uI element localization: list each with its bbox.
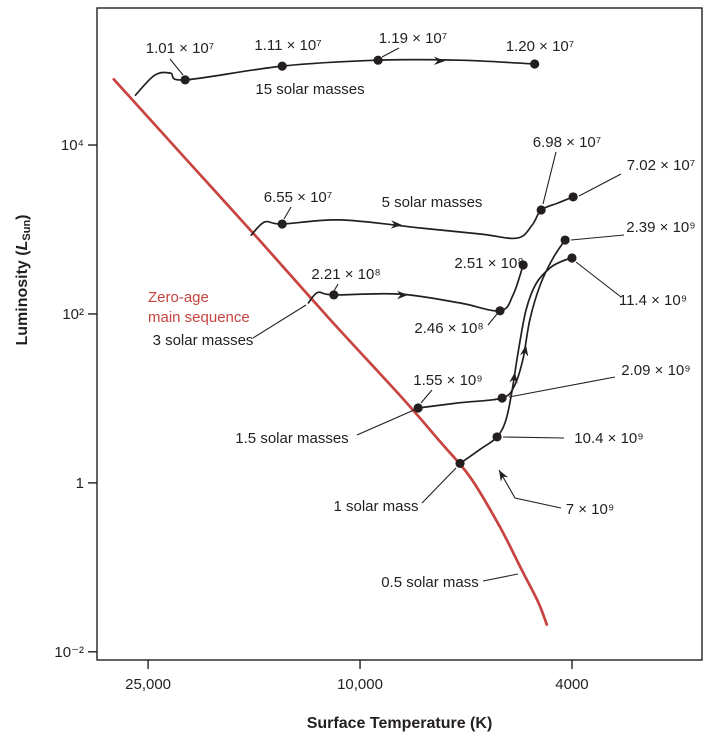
y-tick-label: 10⁴ (61, 137, 84, 154)
age-label-1-solar-mass: 10.4 × 10⁹ (574, 430, 643, 447)
age-dot-5-solar-masses (277, 219, 287, 229)
track-path-5-solar-masses (250, 196, 574, 240)
track-arrow-icon-15-solar-masses (433, 56, 445, 66)
age-label-1-solar-mass: 7 × 10⁹ (566, 501, 615, 518)
age-label-15-solar-masses: 1.19 × 10⁷ (379, 30, 447, 47)
age-label-3-solar-masses: 2.46 × 10⁸ (414, 320, 483, 337)
age-label-5-solar-masses: 6.55 × 10⁷ (264, 189, 332, 206)
age-dot-1-solar-mass (492, 432, 502, 442)
mass-label-1-solar-mass: 1 solar mass (333, 498, 418, 515)
age-leader-1-solar-mass (502, 436, 565, 439)
age-leader-1-solar-mass (575, 261, 622, 298)
x-tick-label: 25,000 (125, 676, 171, 693)
x-axis-title: Surface Temperature (K) (307, 715, 493, 732)
track-arrow-icon-1.5-solar-masses (519, 345, 529, 357)
track-path-1-solar-mass (459, 257, 573, 465)
age-dot-5-solar-masses (536, 205, 546, 215)
zams-label: main sequence (148, 309, 250, 326)
age-dot-1.5-solar-masses (560, 235, 570, 245)
age-leader-3-solar-masses (333, 283, 339, 292)
track-path-15-solar-masses (134, 58, 536, 96)
start-dot-1-solar-mass (455, 458, 465, 469)
age-leader-1.5-solar-masses (570, 234, 625, 241)
track-arrow-icon-1-solar-mass (509, 372, 518, 384)
mass-leader-3-solar-masses (252, 304, 307, 339)
age-label-1.5-solar-masses: 2.39 × 10⁹ (626, 219, 695, 236)
track-arrow-icon-3-solar-masses (397, 290, 408, 300)
age-dot-5-solar-masses (568, 192, 578, 202)
age-dot-3-solar-masses (329, 290, 339, 300)
mass-label-0.5-solar-mass: 0.5 solar mass (381, 574, 479, 591)
age-leader-1.5-solar-masses (508, 376, 616, 398)
mass-label-5-solar-masses: 5 solar masses (382, 194, 483, 211)
x-tick-label: 4000 (555, 676, 588, 693)
age-label-5-solar-masses: 7.02 × 10⁷ (627, 157, 695, 174)
age-label-15-solar-masses: 1.11 × 10⁷ (254, 37, 321, 54)
track-path-3-solar-masses (307, 264, 525, 312)
age-label-5-solar-masses: 6.98 × 10⁷ (533, 134, 601, 151)
age-label-1.5-solar-masses: 1.55 × 10⁹ (413, 372, 482, 389)
mass-label-3-solar-masses: 3 solar masses (153, 332, 254, 349)
age-dot-3-solar-masses (495, 306, 505, 316)
track-path-1.5-solar-masses (417, 239, 566, 409)
plot-frame (96, 7, 703, 661)
age-dot-15-solar-masses (180, 75, 190, 85)
age-label-15-solar-masses: 1.01 × 10⁷ (146, 40, 214, 57)
age-dot-1.5-solar-masses (497, 393, 507, 403)
age-leader-1-solar-mass (498, 469, 562, 509)
zams-label: Zero-age (148, 289, 209, 306)
age-leader-arrow-icon-1-solar-mass (499, 470, 509, 482)
age-label-1.5-solar-masses: 2.09 × 10⁹ (621, 362, 690, 379)
y-tick-label: 10² (62, 306, 84, 323)
age-dot-1.5-solar-masses (413, 403, 423, 413)
mass-leader-1.5-solar-masses (356, 409, 415, 436)
age-label-3-solar-masses: 2.21 × 10⁸ (311, 266, 380, 283)
age-dot-1-solar-mass (567, 253, 577, 263)
mass-label-15-solar-masses: 15 solar masses (255, 81, 364, 98)
y-tick-label: 10⁻² (54, 644, 84, 661)
age-leader-3-solar-masses (487, 313, 498, 326)
age-label-15-solar-masses: 1.20 × 10⁷ (506, 38, 574, 55)
age-leader-5-solar-masses (283, 206, 292, 220)
age-dot-3-solar-masses (518, 260, 528, 270)
age-dot-15-solar-masses (277, 61, 287, 71)
y-tick-label: 1 (76, 475, 84, 492)
age-dot-15-solar-masses (373, 55, 383, 65)
x-tick-label: 10,000 (337, 676, 383, 693)
age-label-1-solar-mass: 11.4 × 10⁹ (619, 292, 687, 309)
age-dot-15-solar-masses (530, 59, 540, 69)
age-leader-15-solar-masses (381, 47, 400, 58)
track-arrow-icon-5-solar-masses (390, 220, 402, 229)
y-axis-title: Luminosity (LSun) (14, 215, 33, 346)
age-leader-5-solar-masses (542, 151, 557, 205)
zams-line (112, 77, 549, 626)
age-label-3-solar-masses: 2.51 × 10⁸ (454, 255, 523, 272)
mass-leader-1-solar-mass (421, 467, 457, 504)
mass-leader-0.5-solar-mass (482, 573, 519, 582)
age-leader-15-solar-masses (169, 58, 184, 76)
age-leader-1.5-solar-masses (420, 389, 433, 404)
age-leader-5-solar-masses (578, 173, 622, 197)
mass-label-1.5-solar-masses: 1.5 solar masses (235, 430, 348, 447)
